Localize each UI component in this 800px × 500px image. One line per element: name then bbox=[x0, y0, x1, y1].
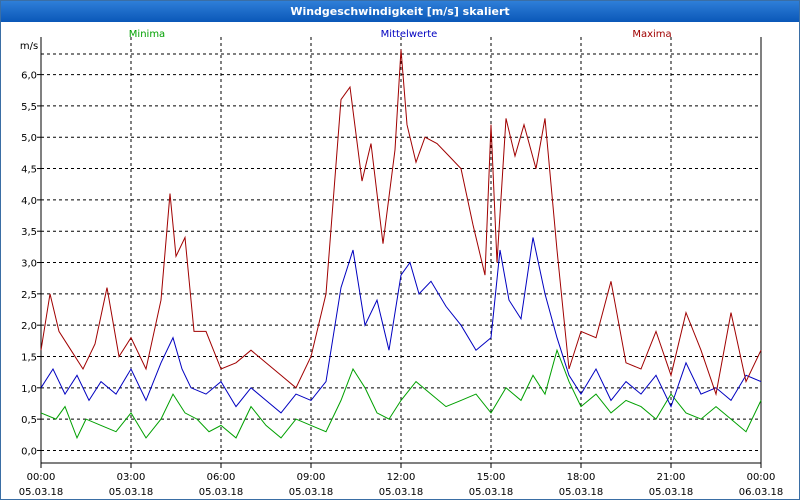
x-tick-date-label: 05.03.18 bbox=[559, 487, 604, 498]
x-tick-time-label: 06:00 bbox=[207, 472, 236, 483]
x-tick-time-label: 00:00 bbox=[27, 472, 56, 483]
y-tick-label: 4,0 bbox=[21, 196, 37, 207]
x-tick-time-label: 09:00 bbox=[297, 472, 326, 483]
x-tick-date-label: 05.03.18 bbox=[19, 487, 64, 498]
x-tick-date-label: 05.03.18 bbox=[289, 487, 334, 498]
legend-minima: Minima bbox=[129, 29, 165, 40]
x-tick-time-label: 18:00 bbox=[567, 472, 596, 483]
wind-speed-chart: m/s Minima Mittelwerte Maxima 0,0 0,5 1,0 1… bbox=[19, 29, 784, 498]
y-tick-label: 0,5 bbox=[21, 415, 37, 426]
x-tick-time-label: 12:00 bbox=[387, 472, 416, 483]
legend-maxima: Maxima bbox=[632, 29, 671, 40]
y-tick-label: 1,5 bbox=[21, 353, 37, 364]
series-line-mittelwerte bbox=[40, 237, 762, 414]
series-line-minima bbox=[40, 348, 762, 440]
y-tick-label: 1,0 bbox=[21, 384, 37, 395]
y-tick-label: 0,0 bbox=[21, 446, 37, 457]
x-tick-time-label: 00:00 bbox=[747, 472, 776, 483]
x-tick-time-label: 15:00 bbox=[477, 472, 506, 483]
y-tick-label: 5,5 bbox=[21, 102, 37, 113]
y-tick-label: 2,0 bbox=[21, 321, 37, 332]
legend-mittelwerte: Mittelwerte bbox=[381, 29, 438, 40]
series-line-maxima bbox=[40, 49, 762, 397]
y-tick-label: 5,0 bbox=[21, 133, 37, 144]
x-tick-date-label: 06.03.18 bbox=[739, 487, 784, 498]
y-tick-label: 6,0 bbox=[21, 71, 37, 82]
y-tick-label: 3,5 bbox=[21, 227, 37, 238]
y-tick-label: 4,5 bbox=[21, 165, 37, 176]
x-tick-date-label: 05.03.18 bbox=[379, 487, 424, 498]
x-tick-date-label: 05.03.18 bbox=[109, 487, 154, 498]
x-tick-date-label: 05.03.18 bbox=[469, 487, 514, 498]
window-title: Windgeschwindigkeit [m/s] skaliert bbox=[1, 1, 799, 22]
y-tick-label: 3,0 bbox=[21, 259, 37, 270]
x-tick-time-label: 03:00 bbox=[117, 472, 146, 483]
y-axis-unit-label: m/s bbox=[20, 41, 38, 52]
x-tick-time-label: 21:00 bbox=[657, 472, 686, 483]
x-tick-date-label: 05.03.18 bbox=[199, 487, 244, 498]
x-tick-date-label: 05.03.18 bbox=[649, 487, 694, 498]
y-tick-label: 2,5 bbox=[21, 290, 37, 301]
